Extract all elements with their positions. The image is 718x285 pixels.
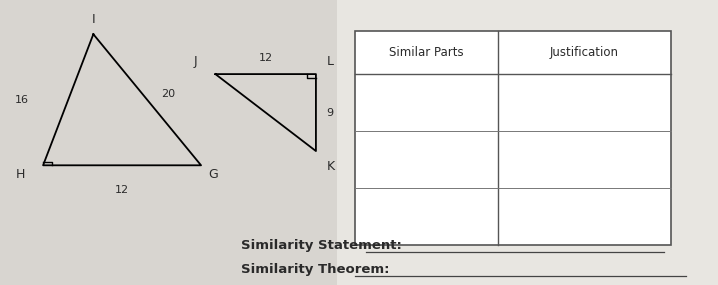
Bar bbox=[355, 31, 671, 245]
Bar bbox=[337, 0, 718, 285]
Text: Similar Parts: Similar Parts bbox=[389, 46, 464, 59]
Text: Justification: Justification bbox=[550, 46, 619, 59]
Text: 16: 16 bbox=[15, 95, 29, 105]
Text: Similarity Statement:: Similarity Statement: bbox=[241, 239, 401, 252]
Text: 12: 12 bbox=[115, 185, 129, 195]
Text: H: H bbox=[16, 168, 25, 181]
Text: I: I bbox=[91, 13, 95, 26]
Text: J: J bbox=[194, 55, 197, 68]
Text: 20: 20 bbox=[162, 89, 176, 99]
Text: G: G bbox=[208, 168, 218, 181]
Text: L: L bbox=[327, 55, 334, 68]
Text: Similarity Theorem:: Similarity Theorem: bbox=[241, 263, 389, 276]
Text: K: K bbox=[327, 160, 335, 173]
Text: 9: 9 bbox=[327, 107, 334, 118]
Text: 12: 12 bbox=[258, 53, 273, 63]
